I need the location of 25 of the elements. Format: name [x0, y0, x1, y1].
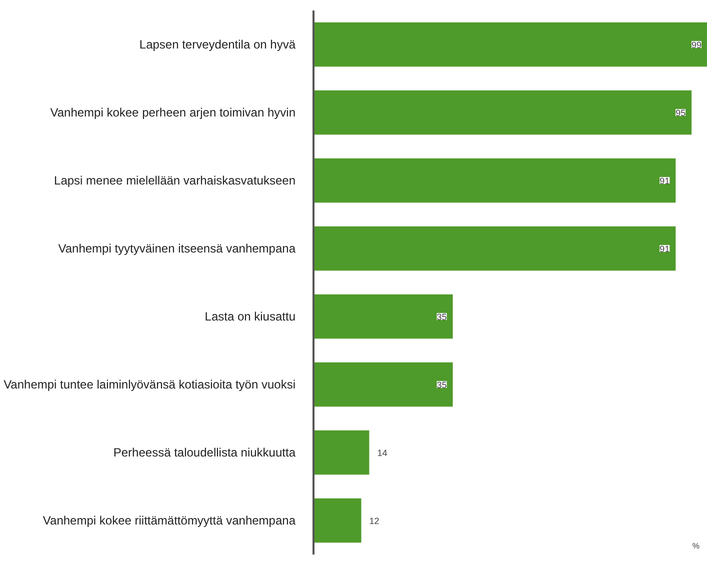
- data-label: 91: [660, 176, 670, 186]
- bar: [314, 22, 707, 67]
- data-label: 95: [676, 108, 686, 118]
- y-tick-label: Perheessä taloudellista niukkuutta: [113, 446, 296, 460]
- y-tick-label: Lasta on kiusattu: [204, 310, 296, 324]
- data-label: 99: [691, 40, 702, 50]
- data-label: 12: [369, 516, 380, 526]
- data-label: 14: [377, 448, 388, 458]
- data-label: 35: [436, 380, 447, 390]
- y-tick-label: Lapsi menee mielellään varhaiskasvatukseen: [54, 174, 296, 188]
- y-tick-label: Lapsen terveydentila on hyvä: [139, 38, 296, 52]
- bar: [314, 90, 692, 135]
- bar: [314, 362, 453, 407]
- y-tick-label: Vanhempi kokee perheen arjen toimivan hyvin: [50, 106, 296, 120]
- bar: [314, 226, 676, 271]
- y-tick-label: Vanhempi kokee riittämättömyyttä vanhempana: [42, 514, 296, 528]
- bar: [314, 498, 362, 543]
- bar: [314, 294, 453, 339]
- data-label: 35: [436, 312, 447, 322]
- data-label: 91: [660, 244, 670, 254]
- bar: [314, 430, 370, 475]
- bar: [314, 158, 676, 203]
- y-tick-label: Vanhempi tuntee laiminlyövänsä kotiasioita työn vuoksi: [4, 378, 296, 392]
- annotation: %: [692, 542, 700, 550]
- y-tick-label: Vanhempi tyytyväinen itseensä vanhempana: [58, 242, 296, 256]
